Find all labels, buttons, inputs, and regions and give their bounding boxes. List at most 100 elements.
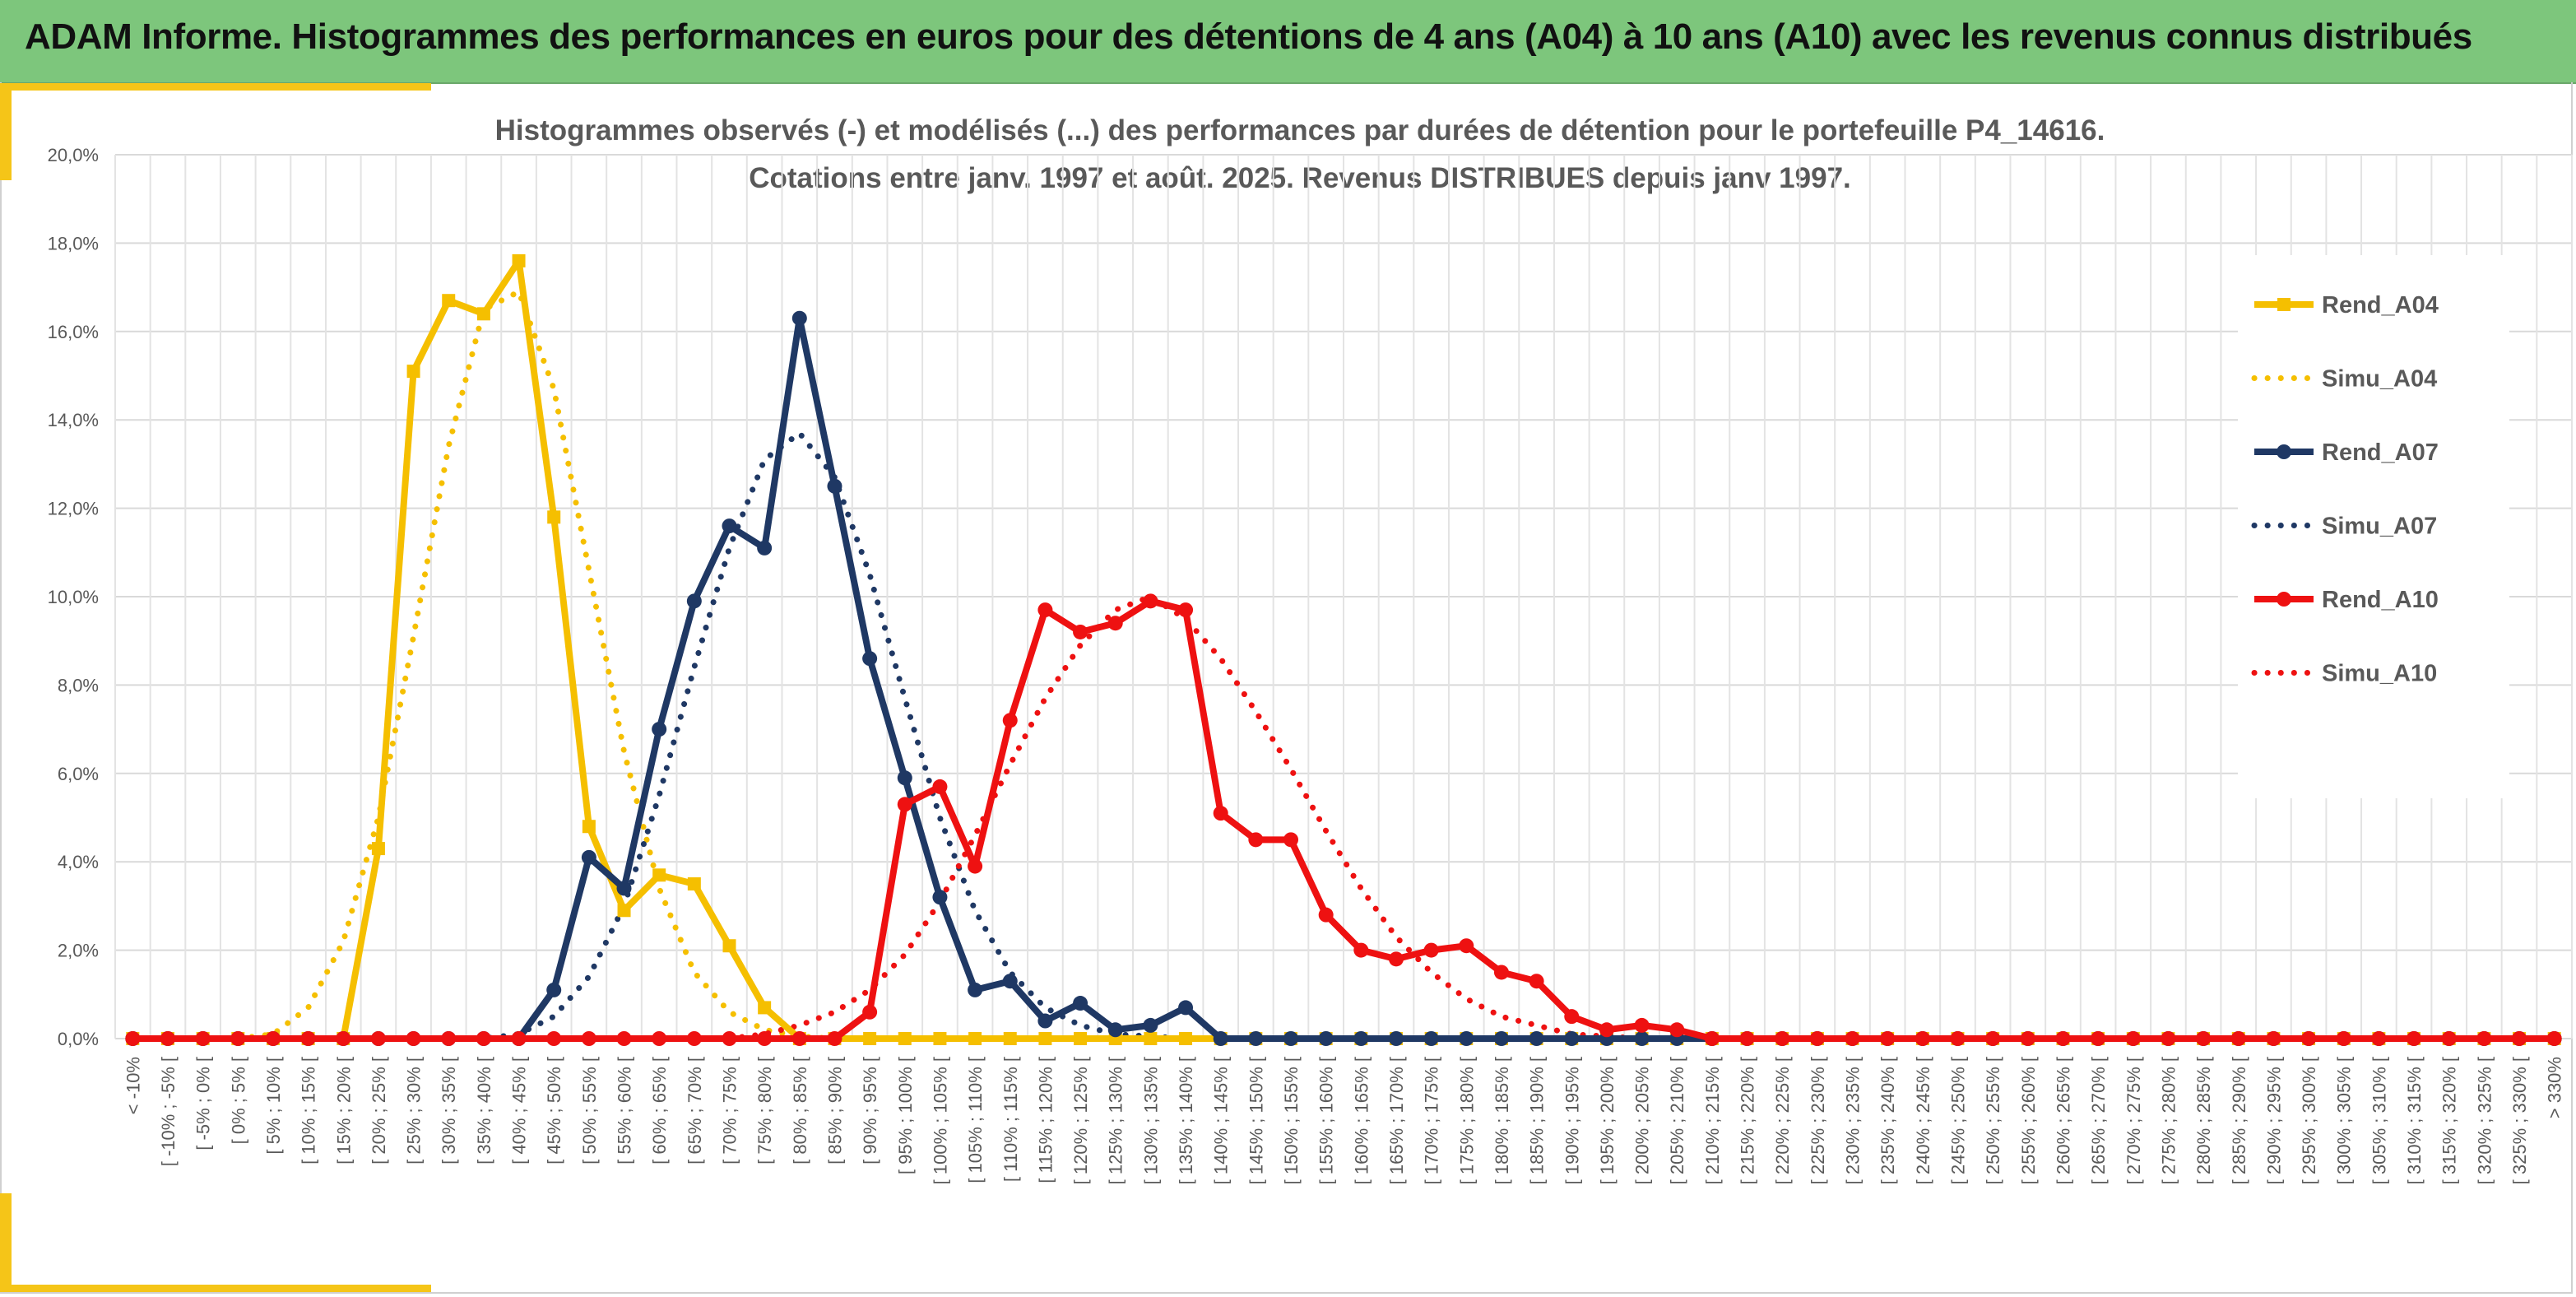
data-point: [1669, 1022, 1685, 1038]
data-point: [1599, 1022, 1614, 1038]
data-point: [406, 365, 420, 379]
data-point: [2476, 1031, 2492, 1046]
x-tick-label: [ 85% ; 90% [: [824, 1057, 845, 1165]
x-tick-label: [ 320% ; 325% [: [2474, 1057, 2495, 1184]
data-point: [1178, 1000, 1194, 1016]
data-point: [2301, 1031, 2317, 1046]
x-axis: < -10% [ -10% ; -5% [[ -5% ; 0% [[ 0% ; 5…: [123, 1057, 2564, 1184]
data-point: [791, 310, 807, 326]
data-point: [1107, 1022, 1123, 1038]
x-tick-label: [ 140% ; 145% [: [1211, 1057, 1232, 1184]
x-tick-label: [ 45% ; 50% [: [544, 1057, 564, 1165]
y-tick-label: 6,0%: [58, 764, 99, 784]
data-point: [2055, 1031, 2071, 1046]
x-tick-label: [ 310% ; 315% [: [2404, 1057, 2425, 1184]
data-point: [897, 770, 912, 786]
data-point: [686, 1031, 702, 1046]
x-tick-label: [ 150% ; 155% [: [1281, 1057, 1302, 1184]
data-point: [370, 1031, 386, 1046]
data-point: [1003, 1032, 1017, 1045]
legend-marker: [2277, 592, 2291, 607]
data-point: [722, 939, 736, 953]
data-point: [1459, 938, 1474, 954]
data-point: [1915, 1031, 1930, 1046]
data-point: [2512, 1031, 2527, 1046]
data-point: [1529, 1031, 1544, 1046]
data-point: [652, 868, 666, 882]
data-point: [582, 820, 596, 834]
data-point: [1318, 907, 1334, 923]
data-point: [862, 1004, 878, 1020]
accent-bar-top: [0, 83, 431, 91]
x-tick-label: [ 95% ; 100% [: [895, 1057, 916, 1174]
data-point: [2407, 1031, 2422, 1046]
x-tick-label: [ 195% ; 200% [: [1597, 1057, 1618, 1184]
x-tick-label: [ 0% ; 5% [: [228, 1057, 248, 1144]
x-tick-label: [ 260% ; 265% [: [2053, 1057, 2073, 1184]
x-tick-label: [ 215% ; 220% [: [1738, 1057, 1758, 1184]
data-point: [1775, 1031, 1790, 1046]
data-point: [2196, 1031, 2212, 1046]
data-point: [2546, 1031, 2562, 1046]
legend-entry-Rend_A04: Rend_A04: [2254, 292, 2439, 318]
data-point: [968, 982, 983, 997]
x-tick-label: [ 125% ; 130% [: [1106, 1057, 1126, 1184]
data-point: [652, 1031, 667, 1046]
data-point: [757, 540, 773, 556]
x-tick-label: [ 325% ; 330% [: [2509, 1057, 2530, 1184]
x-tick-label: [ 250% ; 255% [: [1983, 1057, 2003, 1184]
x-tick-label: [ 40% ; 45% [: [509, 1057, 530, 1165]
accent-bar-left-bottom: [0, 1193, 12, 1292]
data-point: [1564, 1031, 1580, 1046]
x-tick-label: [ 255% ; 260% [: [2018, 1057, 2039, 1184]
chart-title-line-1: Histogrammes observés (-) et modélisés (…: [495, 114, 2105, 146]
data-point: [1002, 974, 1018, 989]
data-point: [1248, 1031, 1264, 1046]
data-point: [1459, 1031, 1474, 1046]
x-tick-label: [ 165% ; 170% [: [1386, 1057, 1407, 1184]
chart-title-line-2: Cotations entre janv. 1997 et août. 2025…: [749, 162, 1851, 194]
x-tick-label: [ 115% ; 120% [: [1035, 1057, 1056, 1183]
x-tick-label: [ 190% ; 195% [: [1562, 1057, 1582, 1184]
data-point: [1074, 1032, 1088, 1045]
x-tick-label: [ 205% ; 210% [: [1667, 1057, 1687, 1184]
data-point: [336, 1031, 351, 1046]
x-tick-label: [ 275% ; 280% [: [2158, 1057, 2179, 1184]
series-line-Rend_A10: [132, 597, 2555, 1042]
data-point: [1107, 616, 1123, 631]
data-point: [125, 1031, 141, 1046]
data-point: [581, 849, 596, 865]
data-point: [1143, 1017, 1158, 1033]
data-point: [617, 904, 631, 918]
data-point: [1423, 942, 1439, 958]
data-point: [1845, 1031, 1860, 1046]
x-tick-label: [ 25% ; 30% [: [404, 1057, 425, 1165]
x-tick-label: [ 210% ; 215% [: [1702, 1057, 1723, 1184]
data-point: [581, 1031, 596, 1046]
histogram-chart: Histogrammes observés (-) et modélisés (…: [48, 114, 2573, 1184]
data-point: [1353, 942, 1369, 958]
data-point: [2266, 1031, 2281, 1046]
data-point: [2125, 1031, 2141, 1046]
data-point: [2161, 1031, 2176, 1046]
y-axis: 0,0% 2,0% 4,0% 6,0% 8,0% 10,0% 12,0% 14,0% 16,0%…: [48, 145, 99, 1049]
x-tick-label: [ 245% ; 250% [: [1948, 1057, 1969, 1184]
x-tick-label: [ 280% ; 285% [: [2193, 1057, 2214, 1184]
x-tick-label: [ 225% ; 230% [: [1808, 1057, 1828, 1184]
data-point: [791, 1031, 807, 1046]
data-point: [932, 890, 948, 905]
data-point: [1809, 1031, 1825, 1046]
x-tick-label: [ 200% ; 205% [: [1632, 1057, 1653, 1184]
data-point: [1073, 996, 1088, 1011]
data-point: [827, 478, 842, 494]
data-point: [1248, 832, 1264, 848]
data-point: [1634, 1031, 1650, 1046]
x-tick-label: [ 285% ; 290% [: [2229, 1057, 2249, 1184]
data-point: [1353, 1031, 1369, 1046]
legend-marker: [2277, 298, 2291, 311]
data-point: [616, 881, 632, 896]
data-point: [1493, 1031, 1509, 1046]
data-point: [722, 1031, 737, 1046]
legend-marker: [2277, 444, 2291, 459]
data-point: [442, 294, 456, 308]
